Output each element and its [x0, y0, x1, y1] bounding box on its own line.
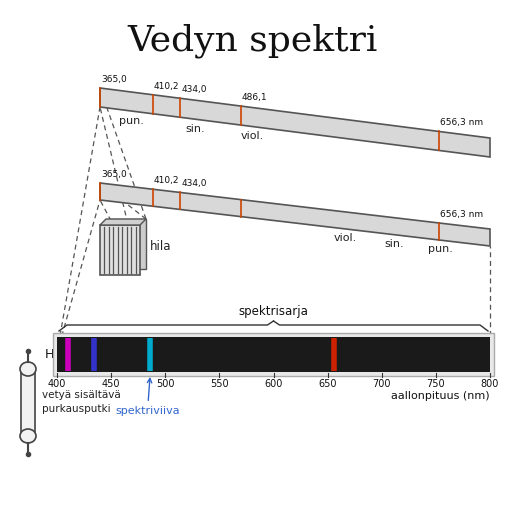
Text: Vedyn spektri: Vedyn spektri	[128, 23, 378, 58]
Polygon shape	[100, 88, 490, 157]
Text: 550: 550	[210, 379, 229, 389]
Text: viol.: viol.	[334, 232, 357, 243]
Text: 700: 700	[373, 379, 391, 389]
Text: 656,3 nm: 656,3 nm	[440, 210, 483, 219]
Text: hila: hila	[150, 240, 171, 253]
Text: 486,1: 486,1	[242, 93, 268, 102]
Polygon shape	[100, 225, 140, 275]
Text: H: H	[45, 348, 54, 361]
Text: 400: 400	[48, 379, 66, 389]
Text: pun.: pun.	[427, 244, 452, 254]
Text: sin.: sin.	[186, 124, 205, 134]
Polygon shape	[100, 219, 146, 225]
Text: aallonpituus (nm): aallonpituus (nm)	[391, 391, 490, 401]
Text: 500: 500	[156, 379, 174, 389]
Text: 656,3 nm: 656,3 nm	[440, 119, 483, 127]
Text: spektrisarja: spektrisarja	[239, 305, 308, 318]
Text: 650: 650	[318, 379, 337, 389]
Ellipse shape	[20, 362, 36, 376]
Text: 434,0: 434,0	[182, 85, 207, 94]
Text: 600: 600	[264, 379, 283, 389]
FancyBboxPatch shape	[21, 370, 35, 435]
FancyBboxPatch shape	[57, 337, 490, 372]
Text: vetyä sisältävä
purkausputki: vetyä sisältävä purkausputki	[42, 391, 121, 413]
Text: viol.: viol.	[240, 131, 264, 141]
FancyBboxPatch shape	[53, 333, 494, 376]
Text: spektriviiva: spektriviiva	[115, 379, 180, 416]
Text: sin.: sin.	[385, 239, 404, 249]
Text: 434,0: 434,0	[182, 179, 207, 188]
Ellipse shape	[20, 429, 36, 443]
Text: 365,0: 365,0	[101, 75, 127, 84]
Polygon shape	[106, 219, 146, 269]
Text: 410,2: 410,2	[154, 82, 179, 91]
Text: 800: 800	[481, 379, 499, 389]
Text: pun.: pun.	[120, 115, 144, 125]
Polygon shape	[100, 183, 490, 246]
Text: 450: 450	[102, 379, 120, 389]
Text: 750: 750	[426, 379, 445, 389]
Text: 365,0: 365,0	[101, 170, 127, 179]
Text: 410,2: 410,2	[154, 176, 179, 185]
